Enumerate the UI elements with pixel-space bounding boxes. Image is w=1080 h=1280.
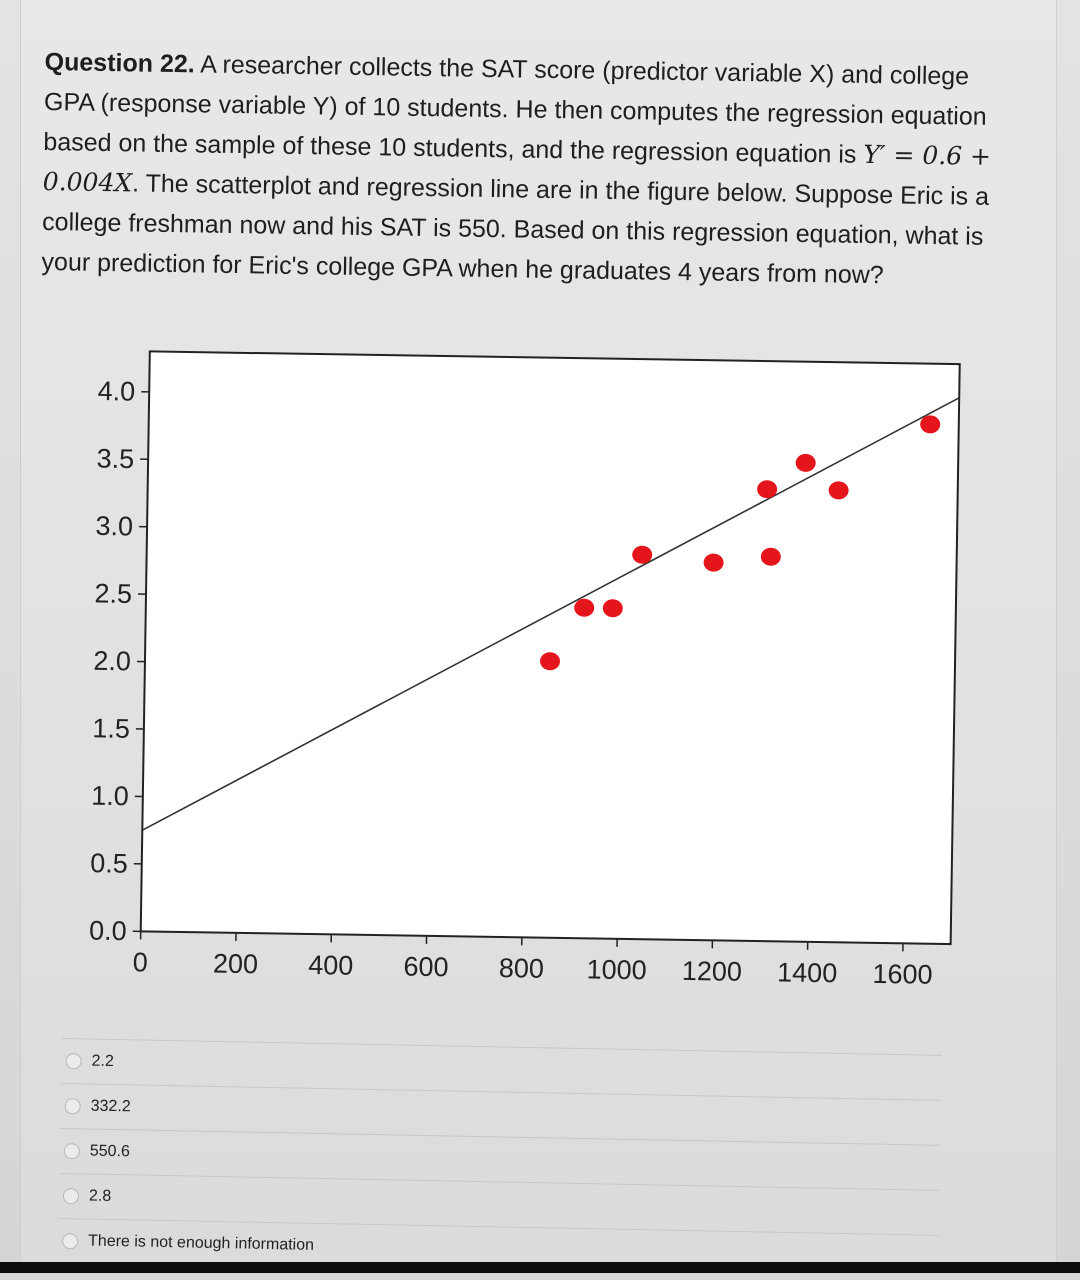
radio-icon[interactable] (65, 1098, 81, 1114)
screen-bezel (0, 1262, 1080, 1273)
x-tick-label: 200 (213, 948, 259, 979)
radio-icon[interactable] (63, 1188, 79, 1204)
y-tick-label: 1.5 (92, 713, 130, 744)
radio-icon[interactable] (65, 1053, 81, 1069)
scatterplot-figure: 0.0 0.5 1.0 1.5 2.0 2.5 3.0 3.5 4.0 0 200 400 600 800… (49, 340, 960, 1054)
x-tick-label: 1200 (682, 956, 743, 987)
question-text: Question 22. A researcher collects the S… (41, 42, 1020, 297)
question-number: Question 22. (44, 48, 194, 78)
x-tick-label: 800 (499, 953, 545, 984)
x-tick-label: 600 (403, 951, 449, 982)
x-tick-label: 1400 (777, 957, 838, 988)
plot-area (141, 351, 960, 944)
option-label: 550.6 (90, 1143, 130, 1162)
y-tick-label: 3.0 (95, 511, 133, 542)
radio-icon[interactable] (64, 1143, 80, 1159)
x-tick-label: 400 (308, 950, 354, 981)
y-tick-label: 3.5 (96, 443, 134, 474)
radio-icon[interactable] (62, 1233, 78, 1249)
y-tick-label: 0.0 (89, 916, 127, 947)
option-label: 2.8 (89, 1188, 112, 1206)
answer-options: 2.2 332.2 550.6 2.8 There is not enough … (58, 1038, 942, 1280)
x-tick-label: 1600 (872, 959, 933, 990)
y-tick-label: 2.5 (94, 578, 132, 609)
x-tick-label: 1000 (586, 954, 647, 985)
x-tick-label: 0 (132, 947, 148, 977)
y-tick-label: 2.0 (93, 646, 131, 677)
question-body-part2: . The scatterplot and regression line ar… (41, 169, 989, 289)
y-tick-label: 1.0 (91, 781, 129, 812)
y-tick-label: 0.5 (90, 848, 128, 879)
option-label: 332.2 (91, 1098, 131, 1117)
option-label: 2.2 (91, 1053, 114, 1071)
scatterplot-svg: 0.0 0.5 1.0 1.5 2.0 2.5 3.0 3.5 4.0 0 200 400 600 800… (49, 340, 960, 1054)
y-tick-label: 4.0 (97, 376, 135, 407)
option-label: There is not enough information (88, 1233, 314, 1255)
